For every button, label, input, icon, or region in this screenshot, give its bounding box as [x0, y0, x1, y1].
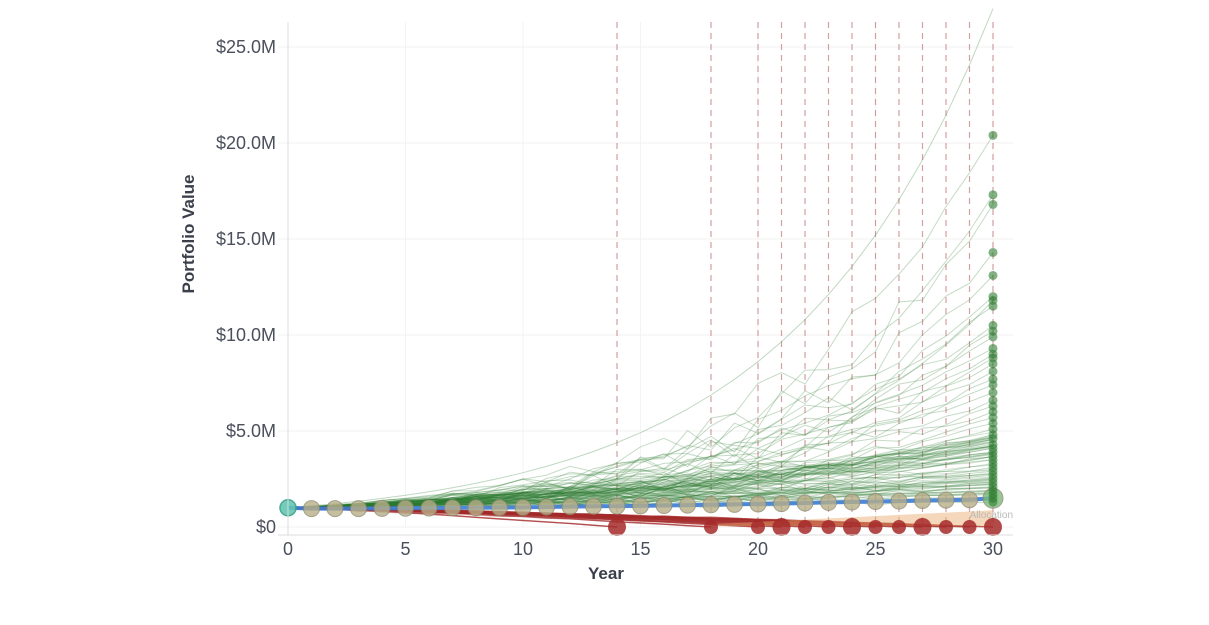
- median-marker: [914, 492, 931, 510]
- median-marker: [843, 493, 861, 511]
- success-path: [287, 296, 994, 509]
- final-value-dot: [988, 388, 998, 398]
- final-value-dot: [988, 270, 998, 280]
- median-marker: [632, 497, 649, 515]
- depletion-marker: [913, 518, 932, 536]
- median-marker: [679, 496, 696, 514]
- median-marker: [467, 499, 485, 517]
- depletion-marker: [962, 520, 977, 534]
- median-marker: [420, 499, 438, 517]
- median-marker: [538, 498, 555, 516]
- final-value-dot: [988, 190, 998, 200]
- median-marker: [655, 496, 673, 514]
- depletion-marker: [843, 518, 861, 536]
- depletion-marker: [608, 518, 626, 536]
- final-value-dot: [988, 497, 998, 507]
- x-tick-label: 0: [283, 539, 293, 559]
- success-path: [287, 204, 994, 509]
- median-marker: [326, 500, 344, 518]
- y-tick-label: $15.0M: [216, 229, 276, 249]
- median-marker: [773, 495, 790, 513]
- final-value-dot: [988, 301, 998, 311]
- success-path: [287, 252, 994, 509]
- depletion-marker: [751, 520, 765, 534]
- median-marker: [796, 494, 814, 512]
- x-tick-label: 20: [748, 539, 768, 559]
- markers: [279, 130, 1004, 536]
- y-axis-title: Portfolio Value: [179, 174, 198, 293]
- median-marker: [608, 497, 626, 515]
- success-path-outlier: [287, 8, 994, 509]
- final-value-dot: [988, 199, 998, 209]
- depletion-marker: [892, 520, 906, 534]
- median-marker: [937, 491, 955, 509]
- success-path: [287, 336, 994, 509]
- median-marker: [702, 496, 720, 514]
- final-value-dot: [988, 247, 998, 257]
- median-marker: [350, 500, 367, 518]
- depletion-marker: [984, 518, 1002, 536]
- final-value-dot: [988, 130, 998, 140]
- x-tick-label: 25: [865, 539, 885, 559]
- depletion-marker: [939, 520, 953, 534]
- median-marker: [514, 498, 532, 516]
- depletion-lines: [616, 22, 994, 527]
- x-tick-label: 30: [983, 539, 1003, 559]
- median-marker: [585, 497, 602, 515]
- x-axis-title: Year: [588, 564, 624, 583]
- depletion-marker: [772, 518, 791, 536]
- median-marker: [491, 499, 508, 517]
- final-value-dot: [988, 359, 998, 369]
- y-tick-label: $0: [256, 517, 276, 537]
- depletion-marker: [821, 520, 836, 534]
- median-marker: [867, 492, 884, 510]
- x-tick-label: 10: [513, 539, 533, 559]
- median-marker: [961, 491, 978, 509]
- depletion-marker: [704, 520, 718, 534]
- y-tick-label: $20.0M: [216, 133, 276, 153]
- depletion-marker: [798, 520, 812, 534]
- x-tick-label: 5: [400, 539, 410, 559]
- y-tick-label: $10.0M: [216, 325, 276, 345]
- axes: $0 $5.0M $10.0M $15.0M $20.0M $25.0M 0 5 10 15 20 2…: [216, 22, 1013, 559]
- final-value-dot: [988, 366, 998, 376]
- allocation-annotation: Allocation: [970, 510, 1013, 521]
- final-value-dot: [988, 380, 998, 390]
- median-marker: [820, 493, 837, 511]
- median-marker: [444, 499, 461, 517]
- median-marker: [561, 498, 579, 516]
- x-tick-label: 15: [630, 539, 650, 559]
- median-marker: [890, 492, 908, 510]
- median-marker: [373, 499, 391, 517]
- median-marker: [397, 499, 414, 517]
- median-marker: [749, 495, 767, 513]
- median-marker: [303, 500, 320, 518]
- depletion-marker: [868, 520, 883, 534]
- y-tick-label: $5.0M: [226, 421, 276, 441]
- y-tick-label: $25.0M: [216, 37, 276, 57]
- median-marker: [726, 495, 743, 513]
- final-value-dot: [988, 332, 998, 342]
- success-path: [287, 135, 994, 509]
